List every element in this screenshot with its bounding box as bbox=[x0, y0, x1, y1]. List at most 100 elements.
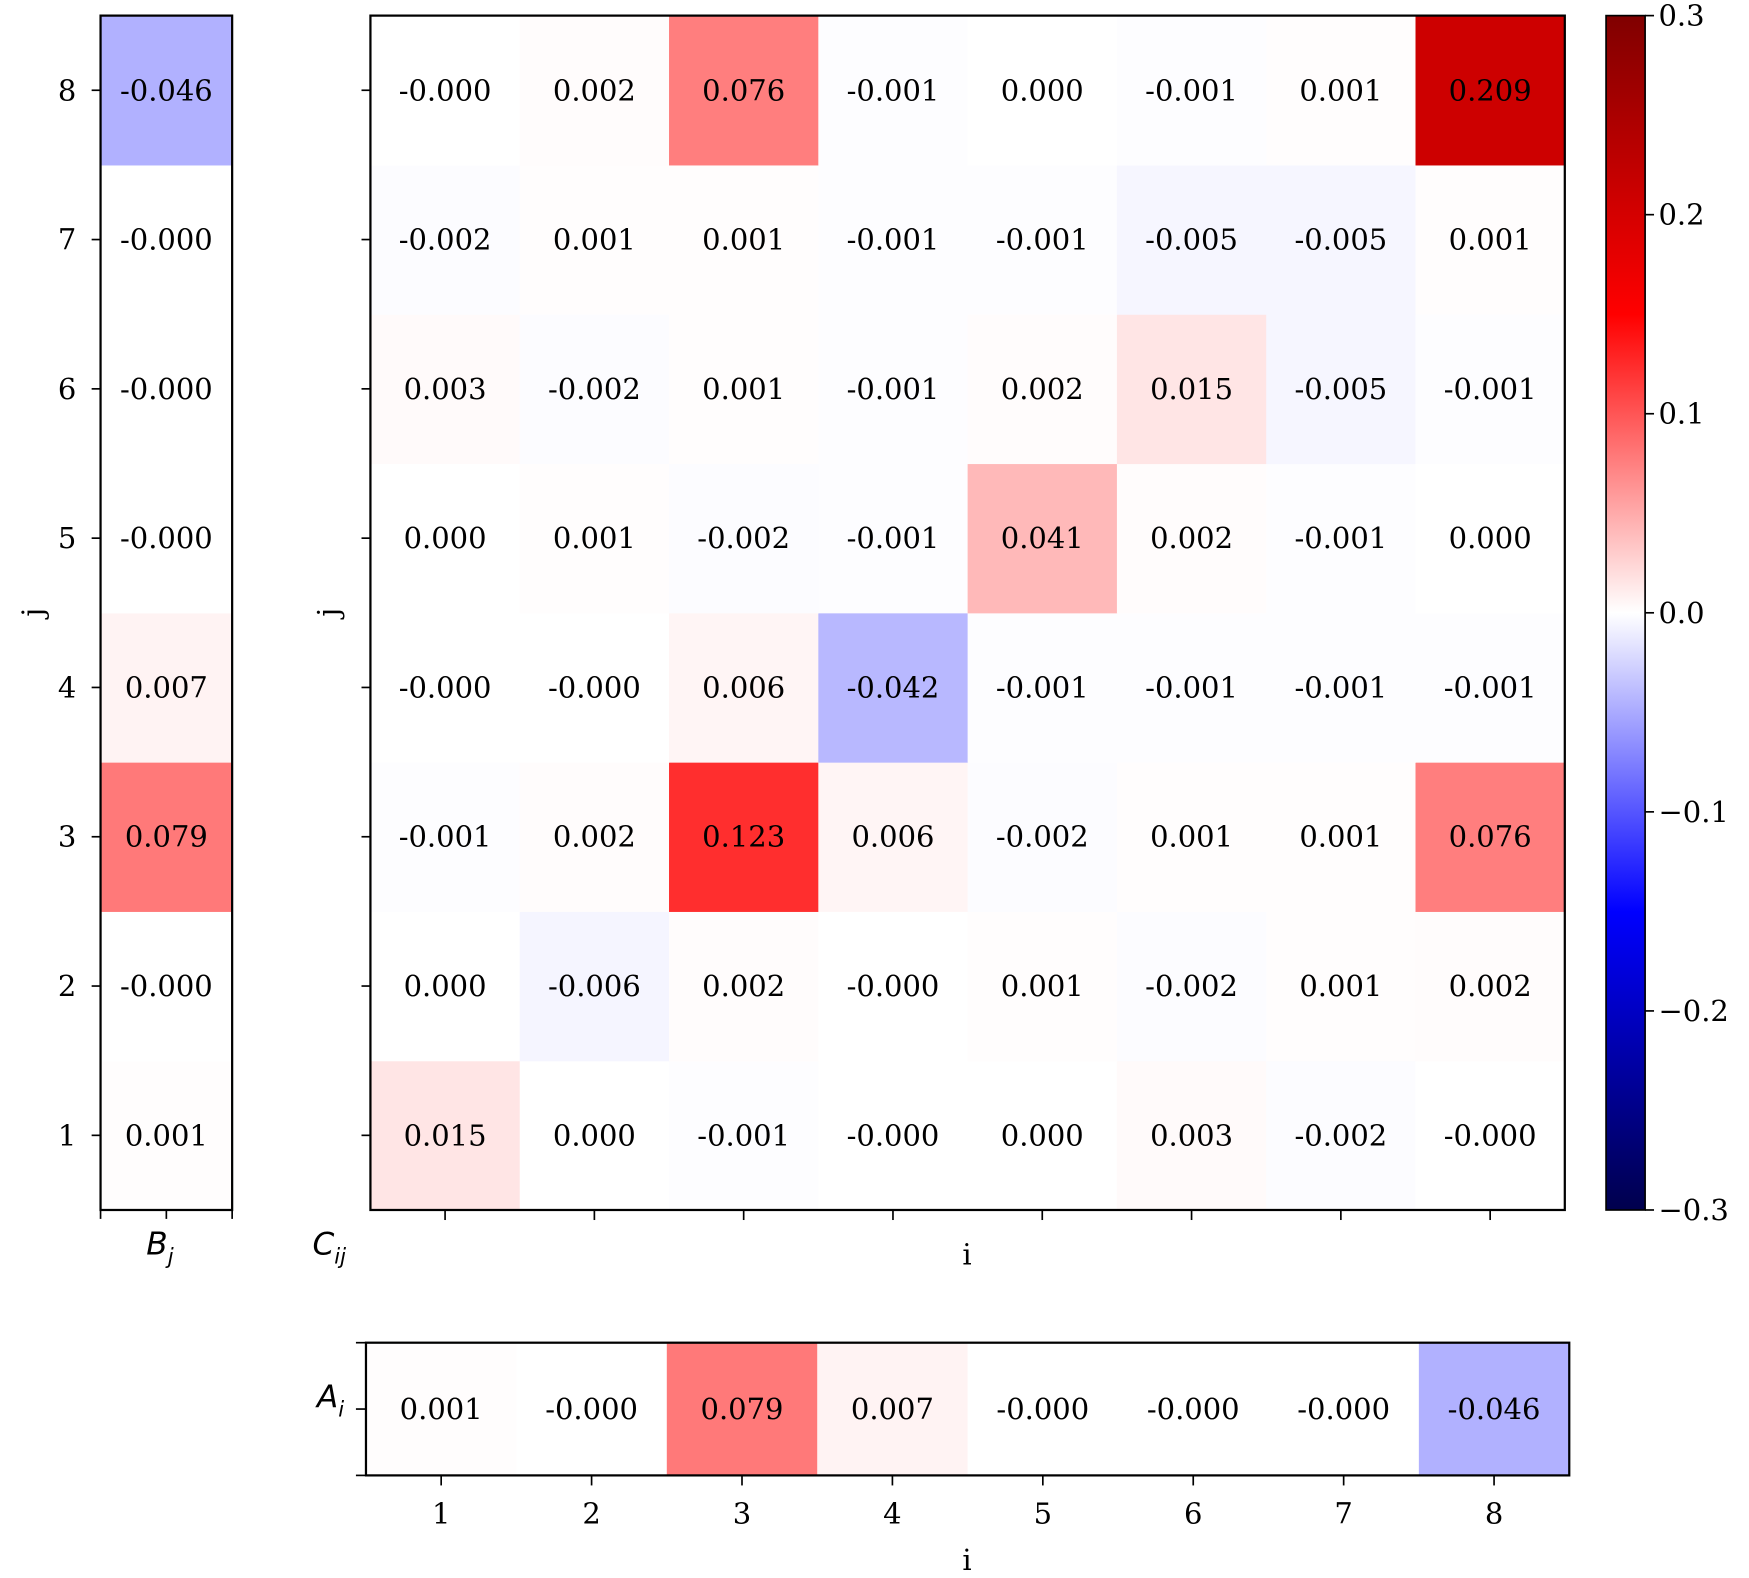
c-cell-value: -0.001 bbox=[847, 372, 940, 406]
colorbar-tick-label: 0.3 bbox=[1658, 0, 1704, 33]
c-cell-value: 0.000 bbox=[1001, 1118, 1084, 1152]
b-cell bbox=[100, 15, 233, 166]
c-cell-value: 0.015 bbox=[404, 1118, 487, 1152]
c-cell-value: -0.000 bbox=[548, 670, 641, 704]
c-cell-value: -0.006 bbox=[548, 969, 641, 1003]
a-cell-value: -0.000 bbox=[1147, 1392, 1240, 1426]
c-cell bbox=[1116, 15, 1267, 166]
c-cell-value: -0.000 bbox=[847, 1118, 940, 1152]
c-cell-value: -0.002 bbox=[548, 372, 641, 406]
c-panel-label: Cij bbox=[312, 1227, 346, 1269]
b-cell bbox=[100, 314, 233, 465]
a-cell bbox=[365, 1342, 517, 1476]
a-panel-label: Ai bbox=[315, 1379, 344, 1421]
c-cell-value: -0.001 bbox=[1294, 670, 1387, 704]
c-cell bbox=[1415, 164, 1566, 315]
colorbar-bar bbox=[1605, 14, 1646, 1211]
c-cell bbox=[818, 1060, 969, 1211]
c-cell-value: 0.076 bbox=[702, 73, 785, 107]
c-cell-value: 0.003 bbox=[404, 372, 487, 406]
c-cell-value: 0.076 bbox=[1449, 820, 1532, 854]
c-cell bbox=[818, 463, 969, 614]
b-panel-label-main: B bbox=[146, 1227, 167, 1263]
c-xlabel: i bbox=[962, 1238, 971, 1272]
c-cell-value: -0.000 bbox=[399, 670, 492, 704]
c-panel-label-main: C bbox=[312, 1227, 334, 1263]
c-cell bbox=[967, 1060, 1118, 1211]
a-cell bbox=[666, 1342, 818, 1476]
c-cell bbox=[1266, 314, 1417, 465]
c-cell bbox=[1266, 612, 1417, 763]
c-cell-value: 0.001 bbox=[1449, 223, 1532, 257]
c-cell bbox=[1415, 762, 1566, 912]
c-cell bbox=[967, 463, 1118, 614]
a-cell-value: 0.001 bbox=[400, 1392, 483, 1426]
c-cell-value: 0.000 bbox=[1001, 73, 1084, 107]
c-cell bbox=[967, 314, 1118, 465]
c-cell-value: 0.001 bbox=[702, 372, 785, 406]
c-cell bbox=[1116, 911, 1267, 1062]
c-cell-value: -0.002 bbox=[399, 223, 492, 257]
c-cell-value: -0.001 bbox=[1145, 73, 1238, 107]
b-ylabel: j bbox=[16, 608, 50, 620]
b-ytick-label: 8 bbox=[58, 73, 76, 107]
c-cell-value: -0.001 bbox=[697, 1118, 790, 1152]
c-cell bbox=[370, 164, 521, 315]
b-ytick-label: 2 bbox=[58, 969, 76, 1003]
c-cell-value: -0.001 bbox=[1444, 670, 1537, 704]
b-cell-value: 0.001 bbox=[125, 1118, 208, 1152]
c-cell bbox=[669, 164, 819, 315]
b-cell bbox=[100, 612, 233, 763]
c-cell bbox=[1415, 463, 1566, 614]
c-cell-value: 0.006 bbox=[702, 670, 785, 704]
c-cell bbox=[1116, 314, 1267, 465]
c-cell bbox=[669, 1060, 819, 1211]
c-cell bbox=[1266, 911, 1417, 1062]
c-cell bbox=[818, 762, 969, 912]
b-cell bbox=[100, 463, 233, 614]
c-cell bbox=[1415, 911, 1566, 1062]
c-cell bbox=[370, 15, 521, 166]
c-cell-value: 0.003 bbox=[1150, 1118, 1233, 1152]
b-cell-value: 0.007 bbox=[125, 670, 208, 704]
c-cell bbox=[818, 612, 969, 763]
a-cell-value: -0.046 bbox=[1448, 1392, 1541, 1426]
b-cell bbox=[100, 1060, 233, 1211]
c-cell-value: 0.002 bbox=[702, 969, 785, 1003]
c-cell-value: -0.000 bbox=[1444, 1118, 1537, 1152]
c-cell-value: 0.000 bbox=[553, 1118, 636, 1152]
c-cell bbox=[519, 164, 670, 315]
b-panel-label-sub: j bbox=[165, 1244, 174, 1269]
c-cell bbox=[519, 612, 670, 763]
c-cell bbox=[1415, 15, 1566, 166]
a-xtick-label: 5 bbox=[1034, 1496, 1052, 1530]
c-cell-value: 0.000 bbox=[404, 521, 487, 555]
a-cell-value: 0.007 bbox=[851, 1392, 934, 1426]
c-cell-value: -0.001 bbox=[1444, 372, 1537, 406]
c-cell bbox=[1415, 1060, 1566, 1211]
b-cell bbox=[100, 164, 233, 315]
c-heatmap-panel: 0.015 0.000 -0.001 -0.000 0.000 0.003 -0.002 -0… bbox=[361, 14, 1566, 1221]
a-cell bbox=[817, 1342, 969, 1476]
c-cell bbox=[1116, 164, 1267, 315]
c-cell-value: 0.015 bbox=[1150, 372, 1233, 406]
c-cell-value: 0.002 bbox=[553, 820, 636, 854]
c-cell-value: -0.005 bbox=[1294, 223, 1387, 257]
c-cell-value: 0.123 bbox=[702, 820, 785, 854]
a-xtick-label: 6 bbox=[1184, 1496, 1202, 1530]
colorbar-tick-label: −0.2 bbox=[1658, 994, 1728, 1028]
b-ytick-label: 6 bbox=[58, 372, 76, 406]
c-cell bbox=[1266, 762, 1417, 912]
c-cell bbox=[818, 164, 969, 315]
c-cell bbox=[519, 463, 670, 614]
b-cell bbox=[100, 762, 233, 912]
c-cell bbox=[370, 314, 521, 465]
c-cell bbox=[669, 762, 819, 912]
c-cell-value: -0.001 bbox=[996, 223, 1089, 257]
c-cell-value: -0.001 bbox=[399, 820, 492, 854]
c-cell-value: 0.001 bbox=[1299, 969, 1382, 1003]
c-cell bbox=[370, 1060, 521, 1211]
colorbar-tick-label: −0.1 bbox=[1658, 795, 1728, 829]
c-cell-value: -0.002 bbox=[996, 820, 1089, 854]
a-xtick-label: 4 bbox=[883, 1496, 901, 1530]
